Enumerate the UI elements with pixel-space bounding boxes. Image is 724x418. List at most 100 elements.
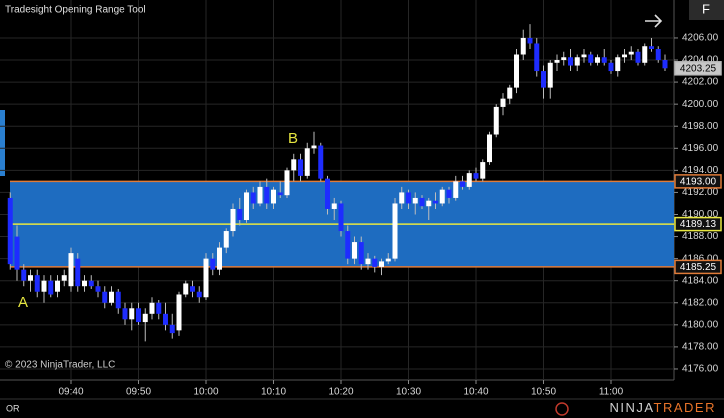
candle-body <box>534 43 540 72</box>
x-tick-label: 10:50 <box>531 387 556 398</box>
y-tick-label: 4190.00 <box>682 209 719 220</box>
candle-body <box>460 181 465 187</box>
x-tick-label: 09:50 <box>126 387 151 398</box>
candle-body <box>520 37 526 55</box>
candle-body <box>109 291 114 303</box>
annotation: A <box>18 294 28 311</box>
price-tag-label: 4203.25 <box>680 63 717 74</box>
candle-body <box>439 189 445 204</box>
x-tick-label: 10:40 <box>463 387 488 398</box>
arrow-icon[interactable] <box>645 14 663 28</box>
candle-body <box>149 302 155 314</box>
candle-body <box>102 291 108 303</box>
candle-body <box>203 258 209 298</box>
candle-body <box>588 54 594 63</box>
candle-body <box>514 54 519 88</box>
x-tick-label: 10:30 <box>396 387 421 398</box>
y-tick-label: 4186.00 <box>682 253 719 264</box>
y-tick-label: 4206.00 <box>682 33 719 44</box>
candle-body <box>507 87 513 99</box>
y-tick-label: 4188.00 <box>682 231 719 242</box>
candle-body <box>379 261 384 267</box>
price-tag-label: 4185.25 <box>680 262 717 273</box>
y-tick-label: 4200.00 <box>682 99 719 110</box>
y-tick-label: 4182.00 <box>682 297 719 308</box>
candle-body <box>156 302 162 314</box>
candle-body <box>493 106 499 135</box>
candle-body <box>68 253 74 287</box>
candle-body <box>217 247 222 270</box>
candle-body <box>642 46 648 63</box>
candle-body <box>325 178 330 209</box>
candle-body <box>392 203 398 259</box>
y-tick-label: 4176.00 <box>682 364 719 375</box>
candle-body <box>547 62 553 88</box>
candle-body <box>21 269 27 281</box>
y-tick-label: 4180.00 <box>682 319 719 330</box>
candle-body <box>196 291 202 298</box>
candle-body <box>88 280 94 287</box>
candle-body <box>271 189 276 204</box>
candle-body <box>406 192 411 204</box>
candle-body <box>82 280 87 287</box>
button-label[interactable]: F <box>702 1 710 16</box>
candle-body <box>183 283 189 295</box>
candle-body <box>230 208 236 232</box>
price-tag <box>674 259 722 275</box>
candle-body <box>527 37 533 44</box>
candle-body <box>190 286 195 292</box>
candle-body <box>541 71 546 88</box>
x-tick-label: 10:10 <box>261 387 286 398</box>
candle-body <box>649 46 654 49</box>
candle-body <box>7 197 13 265</box>
y-tick-label: 4202.00 <box>682 77 719 88</box>
side-tab[interactable] <box>0 110 5 176</box>
y-tick-label: 4192.00 <box>682 187 719 198</box>
candle-body <box>129 308 135 320</box>
logo: NINJATRADER <box>609 400 716 415</box>
candle-body <box>655 48 661 61</box>
candle-body <box>176 294 182 331</box>
candle-body <box>385 258 391 262</box>
copyright: © 2023 NinjaTrader, LLC <box>5 360 115 371</box>
candle-body <box>14 236 20 270</box>
candle-body <box>554 60 560 63</box>
candle-body <box>635 51 641 63</box>
y-tick-label: 4178.00 <box>682 342 719 353</box>
candle-body <box>568 57 573 66</box>
candle-body <box>244 192 249 221</box>
candle-body <box>41 280 47 292</box>
candle-body <box>142 313 148 323</box>
candle-body <box>291 159 297 171</box>
price-tag-label: 4193.00 <box>680 177 717 188</box>
candle-body <box>210 258 216 270</box>
candle-body <box>419 197 425 207</box>
x-tick-label: 11:00 <box>599 387 624 398</box>
candle-body <box>75 258 81 287</box>
candle-body <box>358 242 364 265</box>
x-tick-label: 10:00 <box>193 387 218 398</box>
candle-body <box>61 275 67 281</box>
candle-body <box>318 145 324 179</box>
candle-body <box>595 57 600 63</box>
candle-body <box>574 57 580 66</box>
annotation: B <box>288 130 298 147</box>
candle-body <box>561 57 567 61</box>
candle-body <box>304 148 310 176</box>
candle-body <box>426 200 432 207</box>
price-tag <box>674 174 722 189</box>
candle-body <box>345 231 351 259</box>
candle-body <box>628 51 634 55</box>
button-bg[interactable] <box>689 0 724 20</box>
candle-body <box>122 308 128 320</box>
candle-body <box>480 162 486 179</box>
candle-body <box>352 242 357 259</box>
candle-body <box>264 186 270 204</box>
candle-body <box>601 57 607 63</box>
candle-body <box>399 192 405 204</box>
x-tick-label: 10:20 <box>328 387 353 398</box>
logo-part: TRADER <box>654 400 716 415</box>
candle-body <box>223 231 229 248</box>
candle-body <box>55 280 60 292</box>
